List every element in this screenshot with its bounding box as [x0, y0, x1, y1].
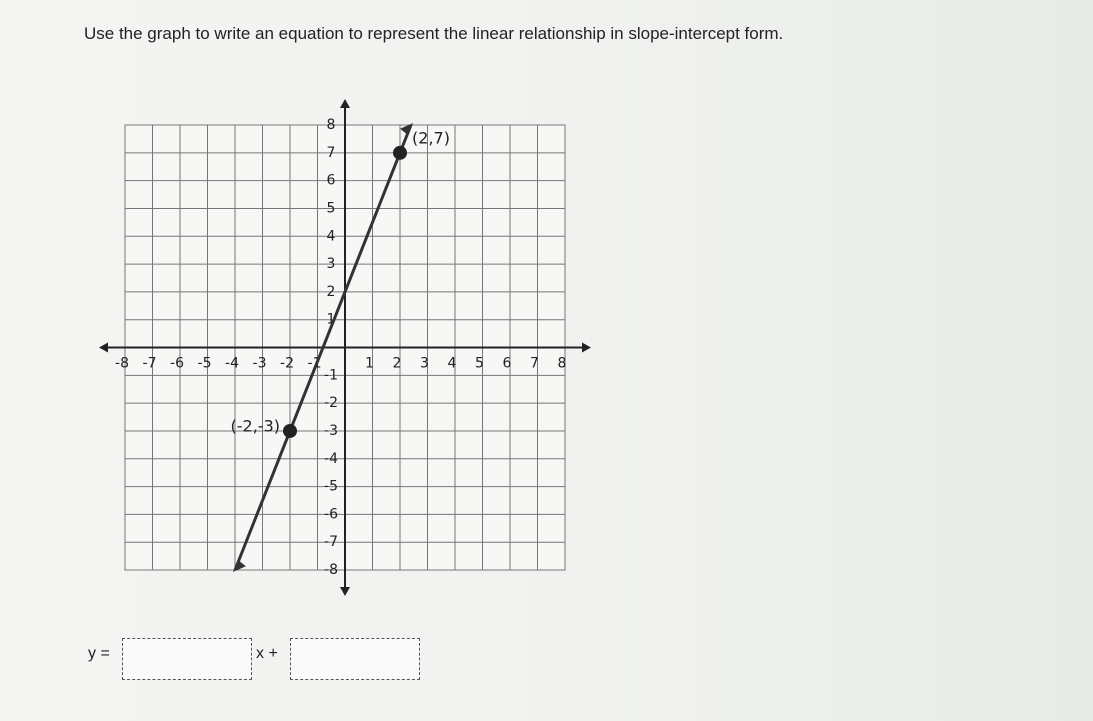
x-tick-label: 3 — [420, 356, 429, 372]
y-tick-label: 5 — [327, 200, 336, 216]
x-tick-label: -2 — [280, 356, 294, 372]
y-tick-label: -2 — [324, 395, 338, 411]
point-label: (2,7) — [412, 128, 450, 147]
y-tick-label: -4 — [324, 451, 338, 467]
x-tick-label: 4 — [448, 356, 457, 372]
intercept-input[interactable] — [290, 638, 420, 680]
y-tick-label: -5 — [324, 479, 338, 495]
point — [393, 145, 407, 160]
x-tick-label: -8 — [115, 356, 129, 372]
x-tick-label: -5 — [198, 356, 212, 372]
x-tick-label: 5 — [475, 356, 484, 372]
y-tick-label: 6 — [327, 173, 336, 189]
x-tick-label: 2 — [393, 356, 402, 372]
y-tick-label: 8 — [327, 117, 336, 133]
question: Use the graph to write an equation to re… — [84, 24, 784, 43]
x-tick-label: 1 — [365, 356, 374, 372]
y-tick-label: 1 — [327, 312, 336, 328]
graph-line — [233, 124, 413, 571]
y-tick-label: -6 — [324, 506, 338, 522]
y-tick-label: 7 — [327, 145, 336, 161]
x-tick-label: -3 — [253, 356, 267, 372]
y-tick-label: 4 — [327, 228, 336, 244]
y-tick-label: -1 — [324, 367, 338, 383]
y-tick-label: -8 — [324, 562, 338, 578]
x-tick-label: -6 — [170, 356, 184, 372]
point — [283, 423, 297, 438]
x-tick-label: 7 — [530, 356, 539, 372]
x-tick-label: 6 — [503, 356, 512, 372]
answer-middle: x + — [256, 645, 278, 662]
slope-input[interactable] — [122, 638, 252, 680]
arrow — [232, 122, 414, 573]
x-tick-label: -7 — [143, 356, 157, 372]
y-tick-label: 2 — [327, 284, 336, 300]
answer-prefix: y = — [88, 645, 110, 662]
x-tick-label: -4 — [225, 356, 239, 372]
y-tick-label: 3 — [327, 256, 336, 272]
y-tick-label: -3 — [324, 423, 338, 439]
x-tick-label: 8 — [558, 356, 567, 372]
y-tick-label: -7 — [324, 534, 338, 550]
point-label: (-2,-3) — [231, 416, 280, 435]
